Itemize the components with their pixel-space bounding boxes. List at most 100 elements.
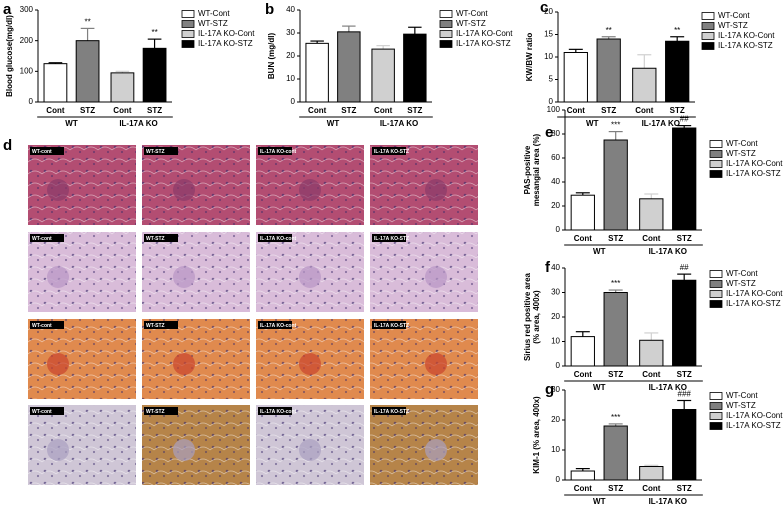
- legend-swatch: [709, 412, 723, 420]
- legend-label: WT-STZ: [726, 279, 756, 288]
- image-label-bg: [144, 147, 178, 155]
- group-label: IL-17A KO: [642, 119, 680, 128]
- y-tick-label: 300: [20, 5, 34, 14]
- glomerulus: [47, 179, 69, 201]
- y-tick-label: 15: [544, 30, 553, 39]
- glomerulus: [425, 353, 447, 375]
- y-tick-label: 40: [551, 263, 560, 272]
- image-label-bg: [30, 407, 64, 415]
- y-axis-label: (% area, 400x): [532, 290, 541, 344]
- x-tick-label: Cont: [113, 106, 132, 115]
- legend-swatch: [701, 42, 715, 50]
- legend-swatch: [439, 30, 453, 38]
- legend-label: IL-17A KO-Cont: [198, 29, 255, 38]
- image-label-bg: [372, 147, 406, 155]
- y-tick-label: 0: [549, 97, 554, 106]
- bar: [632, 67, 657, 103]
- y-tick-label: 100: [547, 105, 561, 114]
- legend-swatch: [439, 10, 453, 18]
- group-label: IL-17A KO: [380, 119, 418, 128]
- image-label: IL-17A KO-STZ: [374, 149, 409, 155]
- significance: **: [151, 28, 157, 37]
- histology-texture: [142, 145, 250, 225]
- y-tick-label: 200: [20, 36, 34, 45]
- histology-texture: [370, 232, 478, 312]
- group-label: WT: [327, 119, 340, 128]
- image-label-bg: [372, 407, 406, 415]
- bar: [665, 40, 690, 103]
- y-tick-label: 0: [556, 225, 561, 234]
- histology-texture: [142, 319, 250, 399]
- legend-label: IL-17A KO-STZ: [726, 169, 781, 178]
- bar: [603, 425, 628, 481]
- legend-label: WT-Cont: [726, 269, 758, 278]
- glomerulus: [173, 353, 195, 375]
- glomerulus: [299, 179, 321, 201]
- histology-texture: [28, 232, 136, 312]
- y-tick-label: 40: [551, 177, 560, 186]
- y-axis-label: Sirius red positive area: [523, 272, 532, 361]
- legend-swatch: [709, 422, 723, 430]
- y-axis-label: Blood glucose(mg/dl): [5, 15, 14, 97]
- legend-label: WT-STZ: [726, 149, 756, 158]
- x-tick-label: Cont: [642, 234, 661, 243]
- group-label: IL-17A KO: [649, 383, 687, 392]
- glomerulus: [425, 266, 447, 288]
- x-tick-label: Cont: [635, 106, 654, 115]
- y-tick-label: 20: [551, 201, 560, 210]
- image-label: WT-STZ: [146, 149, 165, 155]
- significance: ##: [680, 263, 689, 272]
- legend-label: WT-STZ: [456, 19, 486, 28]
- bar: [337, 31, 361, 103]
- y-tick-label: 20: [544, 7, 553, 16]
- image-label: IL-17A KO-cont: [260, 323, 297, 329]
- bar: [403, 33, 427, 103]
- bar: [570, 194, 595, 231]
- significance: **: [84, 18, 90, 27]
- y-tick-label: 0: [556, 475, 561, 484]
- group-label: IL-17A KO: [649, 497, 687, 506]
- bar: [639, 466, 664, 481]
- y-tick-label: 10: [286, 74, 295, 83]
- glomerulus: [47, 266, 69, 288]
- legend-swatch: [701, 12, 715, 20]
- legend-label: IL-17A KO-Cont: [718, 31, 775, 40]
- significance: ###: [678, 390, 692, 399]
- y-tick-label: 30: [286, 28, 295, 37]
- legend-swatch: [181, 20, 195, 28]
- legend-swatch: [439, 20, 453, 28]
- y-tick-label: 0: [291, 97, 296, 106]
- x-tick-label: STZ: [407, 106, 422, 115]
- panel-label: g: [545, 381, 554, 398]
- glomerulus: [47, 353, 69, 375]
- legend-label: IL-17A KO-STZ: [456, 39, 511, 48]
- y-tick-label: 0: [29, 97, 34, 106]
- significance: ***: [611, 413, 620, 422]
- legend-swatch: [709, 150, 723, 158]
- x-tick-label: Cont: [46, 106, 65, 115]
- image-label-bg: [30, 321, 64, 329]
- significance: ##: [680, 115, 689, 124]
- bar: [603, 139, 628, 231]
- glomerulus: [425, 179, 447, 201]
- x-tick-label: STZ: [677, 484, 692, 493]
- legend-label: IL-17A KO-STZ: [726, 421, 781, 430]
- image-label: IL-17A KO-cont: [260, 236, 297, 242]
- image-label-bg: [258, 407, 292, 415]
- bar: [603, 292, 628, 367]
- image-label-bg: [372, 234, 406, 242]
- image-label: IL-17A KO-STZ: [374, 236, 409, 242]
- image-label-bg: [30, 234, 64, 242]
- panel-label: b: [265, 1, 274, 18]
- y-tick-label: 10: [551, 445, 560, 454]
- group-label: IL-17A KO: [119, 119, 157, 128]
- legend-swatch: [709, 402, 723, 410]
- histology-texture: [28, 319, 136, 399]
- bar: [596, 38, 621, 103]
- x-tick-label: Cont: [574, 484, 593, 493]
- bar: [639, 198, 664, 231]
- image-label: WT-cont: [32, 409, 52, 415]
- x-tick-label: Cont: [574, 370, 593, 379]
- significance: **: [674, 26, 680, 35]
- bar: [75, 40, 100, 103]
